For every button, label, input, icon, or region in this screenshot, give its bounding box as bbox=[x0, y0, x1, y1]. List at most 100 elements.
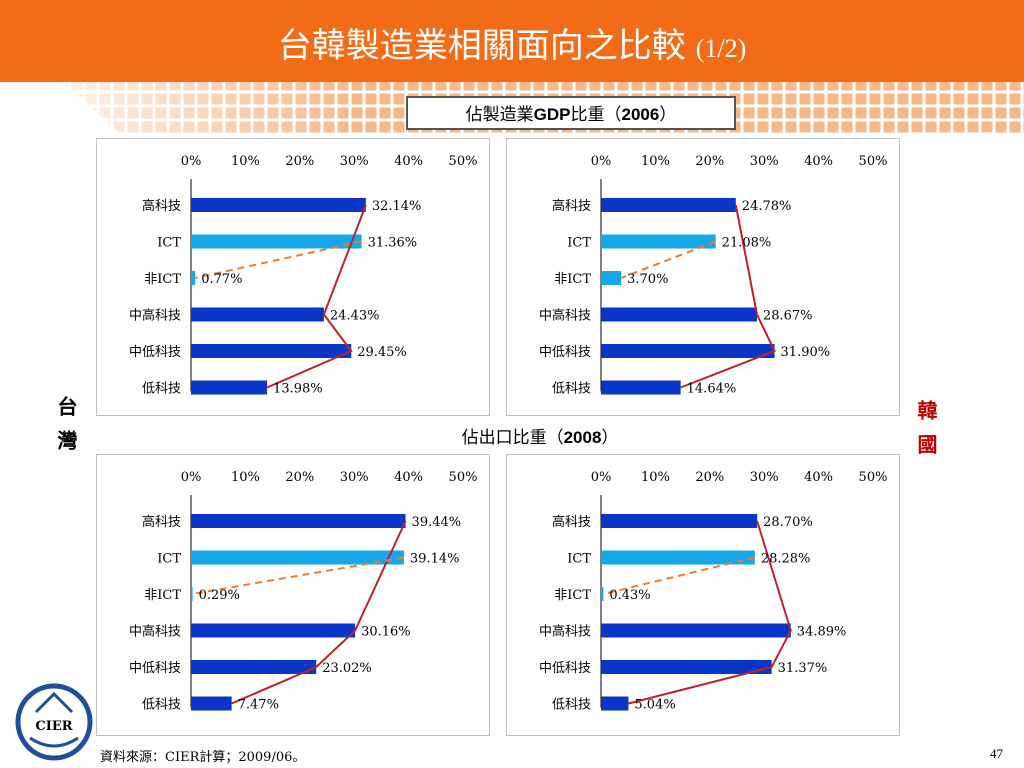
chart-3-bar bbox=[601, 514, 758, 528]
logo-text: CIER bbox=[35, 719, 72, 734]
title-suffix: (1/2) bbox=[695, 34, 747, 63]
chart-1-data-label: 14.64% bbox=[687, 382, 737, 397]
title-main: 台韓製造業相關面向之比較 bbox=[277, 26, 686, 66]
chart-2-tick-label: 20% bbox=[285, 470, 314, 485]
section-label-gdp: 佔製造業GDP比重（2006） bbox=[406, 96, 736, 130]
chart-0-trend-line-dashed bbox=[194, 240, 362, 279]
chart-2-tick-label: 30% bbox=[340, 470, 369, 485]
chart-1-category-label: 中高科技 bbox=[539, 308, 591, 324]
chart-3-category-label: ICT bbox=[567, 552, 591, 567]
chart-panel-kr-gdp: 0% 10% 20% 30% 40% 50% 高科技 ICT 非ICT 中高科技 中低科技 低科技 24… bbox=[506, 138, 900, 416]
chart-2-data-label: 0.29% bbox=[199, 588, 240, 603]
chart-3-bar bbox=[601, 550, 755, 565]
section2-end: ） bbox=[601, 428, 619, 448]
chart-0-bar bbox=[191, 198, 366, 212]
chart-3-bar bbox=[601, 587, 604, 601]
chart-2-tick-label: 50% bbox=[449, 470, 478, 485]
chart-0-bar bbox=[191, 344, 352, 358]
chart-0-tick-label: 10% bbox=[231, 154, 260, 169]
chart-3-data-label: 5.04% bbox=[634, 698, 675, 713]
chart-1-bar bbox=[601, 271, 622, 285]
chart-2-data-label: 39.44% bbox=[412, 515, 462, 530]
chart-0-data-label: 32.14% bbox=[372, 199, 422, 214]
chart-2-tick-label: 0% bbox=[181, 470, 202, 485]
chart-2-data-label: 23.02% bbox=[322, 661, 372, 676]
chart-1-data-label: 21.08% bbox=[722, 236, 772, 251]
chart-1-category-label: ICT bbox=[567, 236, 591, 251]
chart-0-tick-label: 20% bbox=[285, 154, 314, 169]
section1-mid: 比重（ bbox=[570, 105, 622, 125]
chart-0-tick-label: 30% bbox=[340, 154, 369, 169]
chart-1-tick-label: 20% bbox=[695, 154, 724, 169]
chart-3-data-label: 28.70% bbox=[763, 515, 813, 530]
chart-2-category-label: 低科技 bbox=[142, 698, 181, 713]
chart-0-bar bbox=[191, 380, 268, 395]
cier-logo: CIER bbox=[15, 683, 93, 761]
page-number: 47 bbox=[990, 746, 1003, 761]
chart-1-tick-label: 30% bbox=[750, 154, 779, 169]
chart-2-bar bbox=[191, 696, 232, 711]
source-note: 資料來源：CIER計算；2009/06。 bbox=[100, 750, 306, 765]
chart-3-tick-label: 10% bbox=[641, 470, 670, 485]
chart-1-data-label: 28.67% bbox=[763, 309, 813, 324]
chart-1-category-label: 中低科技 bbox=[539, 345, 591, 360]
chart-2-category-label: 非ICT bbox=[144, 588, 181, 603]
chart-2-category-label: 中低科技 bbox=[129, 661, 181, 676]
chart-3-tick-label: 40% bbox=[804, 470, 833, 485]
chart-2-category-label: ICT bbox=[157, 552, 181, 567]
chart-2-trend-line-solid bbox=[231, 520, 407, 705]
chart-0-data-label: 29.45% bbox=[357, 345, 407, 360]
chart-0-data-label: 13.98% bbox=[273, 382, 323, 397]
chart-3-tick-label: 50% bbox=[859, 470, 888, 485]
chart-1-bar bbox=[601, 380, 681, 395]
chart-1-category-label: 低科技 bbox=[552, 382, 591, 397]
section2-year: 2008 bbox=[563, 428, 602, 447]
chart-2-bar bbox=[191, 623, 356, 638]
chart-2-bar bbox=[191, 514, 406, 528]
chart-2-category-label: 高科技 bbox=[142, 514, 181, 530]
chart-3-category-label: 非ICT bbox=[554, 588, 591, 603]
chart-3-category-label: 中高科技 bbox=[539, 624, 591, 640]
chart-0-trend-line-solid bbox=[266, 204, 367, 389]
chart-3-tick-label: 0% bbox=[591, 470, 612, 485]
chart-3-trend-line-solid bbox=[628, 520, 792, 705]
chart-2-data-label: 30.16% bbox=[361, 625, 411, 640]
side-label-taiwan: 台灣 bbox=[54, 396, 78, 464]
section2-prefix: 佔出口比重（ bbox=[461, 428, 564, 448]
chart-1-trend-line-solid bbox=[680, 204, 776, 389]
section1-end: ） bbox=[659, 105, 677, 125]
header-bar: 台韓製造業相關面向之比較 (1/2) bbox=[0, 0, 1024, 78]
chart-0-category-label: 高科技 bbox=[142, 198, 181, 214]
slide-title: 台韓製造業相關面向之比較 (1/2) bbox=[0, 18, 1024, 67]
chart-0-category-label: 低科技 bbox=[142, 382, 181, 397]
chart-1-data-label: 24.78% bbox=[742, 199, 792, 214]
chart-panel-kr-export: 0% 10% 20% 30% 40% 50% 高科技 ICT 非ICT 中高科技 中低科技 低科技 28… bbox=[506, 454, 900, 736]
chart-1-bar bbox=[601, 198, 736, 212]
chart-3-data-label: 31.37% bbox=[778, 661, 828, 676]
chart-1-category-label: 非ICT bbox=[554, 272, 591, 287]
chart-1-bar bbox=[601, 307, 757, 322]
chart-0-tick-label: 40% bbox=[394, 154, 423, 169]
chart-1-data-label: 3.70% bbox=[627, 272, 668, 287]
chart-0-bar bbox=[191, 307, 324, 322]
chart-3-category-label: 低科技 bbox=[552, 698, 591, 713]
chart-0-category-label: 中高科技 bbox=[129, 308, 181, 324]
chart-3-category-label: 中低科技 bbox=[539, 661, 591, 676]
section1-prefix: 佔製造業 bbox=[465, 105, 534, 125]
chart-1-bar bbox=[601, 234, 716, 249]
section1-year: 2006 bbox=[621, 105, 660, 124]
chart-0-bar bbox=[191, 271, 196, 285]
chart-1-tick-label: 50% bbox=[859, 154, 888, 169]
chart-3-tick-label: 30% bbox=[750, 470, 779, 485]
chart-panel-tw-export: 0% 10% 20% 30% 40% 50% 高科技 ICT 非ICT 中高科技 中低科技 低科技 39… bbox=[96, 454, 490, 736]
chart-1-data-label: 31.90% bbox=[781, 345, 831, 360]
chart-panel-tw-gdp: 0% 10% 20% 30% 40% 50% 高科技 ICT 非ICT 中高科技 中低科技 低科技 32… bbox=[96, 138, 490, 416]
chart-2-bar bbox=[191, 550, 404, 565]
chart-0-data-label: 0.77% bbox=[201, 272, 242, 287]
chart-0-category-label: 中低科技 bbox=[129, 345, 181, 360]
side-label-korea: 韓國 bbox=[914, 400, 938, 468]
chart-2-category-label: 中高科技 bbox=[129, 624, 181, 640]
